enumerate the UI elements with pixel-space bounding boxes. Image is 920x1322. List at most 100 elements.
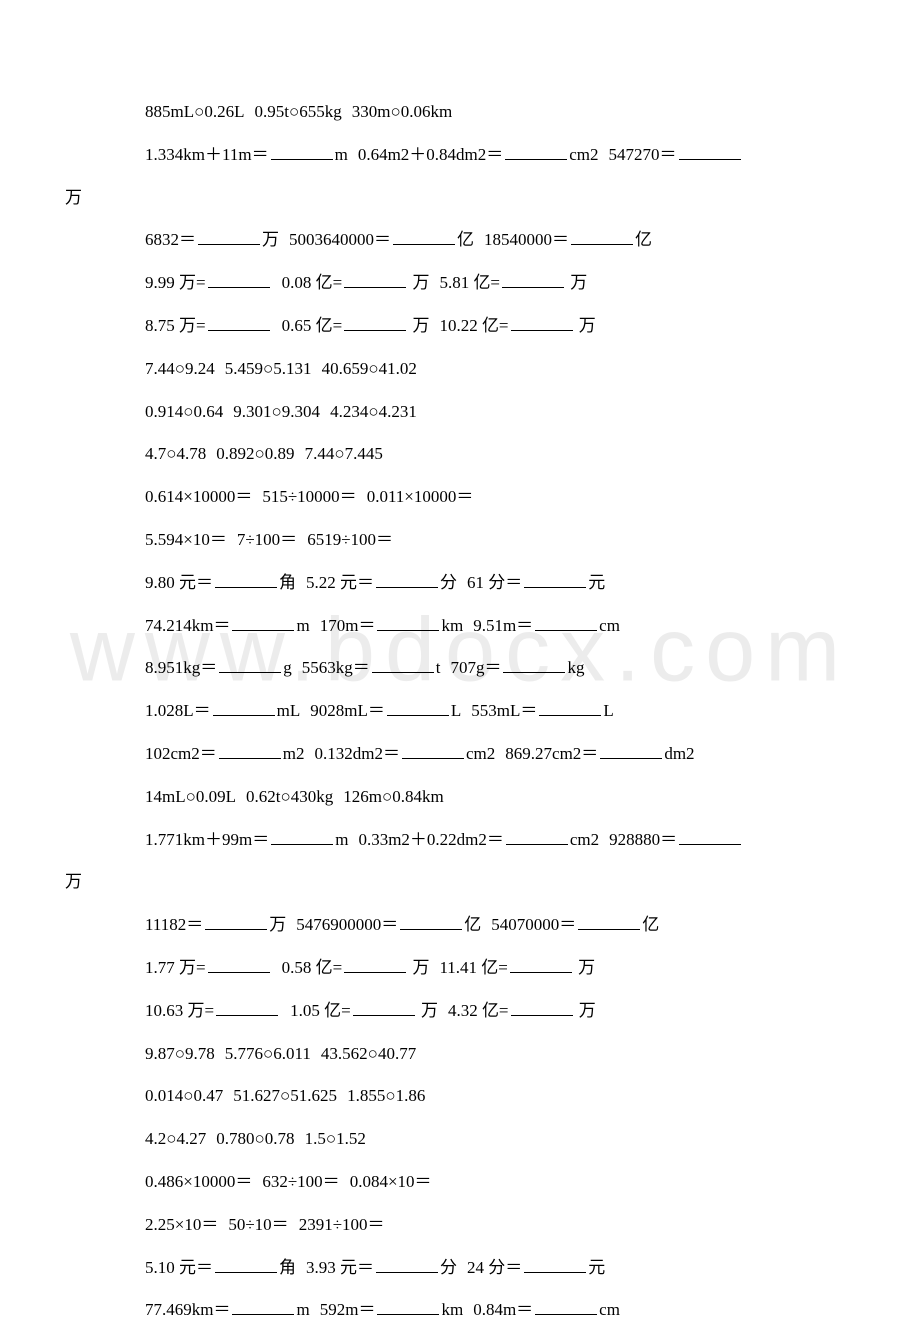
exercise-line: 5.594×10＝7÷100＝6519÷100＝ — [0, 528, 920, 552]
text-segment: 14mL○0.09L — [145, 787, 236, 806]
blank-field — [600, 742, 662, 759]
text-segment: 8.75 万= — [145, 316, 206, 335]
blank-field — [205, 913, 267, 930]
exercise-line: 2.25×10＝50÷10＝2391÷100＝ — [0, 1213, 920, 1237]
blank-field — [511, 999, 573, 1016]
text-segment: 0.64m2＋0.84dm2＝ — [358, 145, 503, 164]
text-segment: 54070000＝ — [491, 915, 576, 934]
blank-field — [535, 1298, 597, 1315]
text-segment: 50÷10＝ — [228, 1215, 288, 1234]
blank-field — [344, 956, 406, 973]
text-segment: cm2 — [466, 744, 495, 763]
text-segment: 万 — [262, 230, 279, 249]
text-segment: 0.914○0.64 — [145, 402, 223, 421]
text-segment: 0.58 亿= — [282, 958, 343, 977]
text-segment: 亿 — [642, 915, 659, 934]
blank-field — [271, 143, 333, 160]
text-segment: 5.594×10＝ — [145, 530, 227, 549]
blank-field — [376, 1256, 438, 1273]
blank-field — [213, 699, 275, 716]
blank-field — [344, 271, 406, 288]
text-segment: 77.469km＝ — [145, 1300, 230, 1319]
text-segment: 632÷100＝ — [262, 1172, 339, 1191]
blank-field — [502, 271, 564, 288]
text-segment: m — [335, 145, 348, 164]
text-segment: 5.22 元＝ — [306, 573, 374, 592]
exercise-line: 4.2○4.270.780○0.781.5○1.52 — [0, 1127, 920, 1151]
blank-field — [232, 614, 294, 631]
exercise-line: 9.87○9.785.776○6.01143.562○40.77 — [0, 1042, 920, 1066]
text-segment: 0.614×10000＝ — [145, 487, 252, 506]
exercise-line: 885mL○0.26L0.95t○655kg330m○0.06km — [0, 100, 920, 124]
blank-field — [232, 1298, 294, 1315]
text-segment: 5.81 亿= — [439, 273, 500, 292]
text-segment: 1.05 亿= — [290, 1001, 351, 1020]
blank-field — [524, 571, 586, 588]
text-segment: 9.87○9.78 — [145, 1044, 215, 1063]
text-segment: m — [335, 830, 348, 849]
exercise-line: 0.914○0.649.301○9.3044.234○4.231 — [0, 400, 920, 424]
exercise-line: 1.77 万=0.58 亿= 万11.41 亿= 万 — [0, 956, 920, 980]
text-segment: 0.014○0.47 — [145, 1086, 223, 1105]
text-segment: km — [441, 616, 463, 635]
exercise-line-wrap: 万 — [0, 870, 920, 894]
text-segment: 5476900000＝ — [296, 915, 398, 934]
blank-field — [506, 828, 568, 845]
text-segment: 102cm2＝ — [145, 744, 217, 763]
text-segment: 万 — [575, 316, 596, 335]
text-segment: 11182＝ — [145, 915, 203, 934]
text-segment: 0.65 亿= — [282, 316, 343, 335]
document-content: 885mL○0.26L0.95t○655kg330m○0.06km1.334km… — [0, 100, 920, 1322]
text-segment: 10.63 万= — [145, 1001, 214, 1020]
text-segment: 515÷10000＝ — [262, 487, 356, 506]
exercise-line: 4.7○4.780.892○0.897.44○7.445 — [0, 442, 920, 466]
text-segment: km — [441, 1300, 463, 1319]
text-segment: 8.951kg＝ — [145, 658, 217, 677]
blank-field — [271, 828, 333, 845]
text-segment: 角 — [279, 573, 296, 592]
text-segment: 7÷100＝ — [237, 530, 297, 549]
text-segment: 4.2○4.27 — [145, 1129, 206, 1148]
text-segment: 亿 — [457, 230, 474, 249]
text-segment: 2391÷100＝ — [299, 1215, 385, 1234]
text-segment: 74.214km＝ — [145, 616, 230, 635]
blank-field — [679, 143, 741, 160]
text-segment: 0.33m2＋0.22dm2＝ — [358, 830, 503, 849]
text-segment: 万 — [269, 915, 286, 934]
blank-field — [679, 828, 741, 845]
text-segment: cm — [599, 1300, 620, 1319]
text-segment: m2 — [283, 744, 305, 763]
text-segment: L — [451, 701, 461, 720]
exercise-line: 11182＝万5476900000＝亿54070000＝亿 — [0, 913, 920, 937]
text-segment: 61 分＝ — [467, 573, 522, 592]
blank-field — [215, 571, 277, 588]
text-segment: 角 — [279, 1258, 296, 1277]
exercise-line: 0.614×10000＝515÷10000＝0.011×10000＝ — [0, 485, 920, 509]
text-segment: 547270＝ — [609, 145, 677, 164]
text-segment: 592m＝ — [320, 1300, 376, 1319]
text-segment: 亿 — [635, 230, 652, 249]
text-segment: 0.62t○430kg — [246, 787, 333, 806]
text-segment: 5.10 元＝ — [145, 1258, 213, 1277]
blank-field — [208, 956, 270, 973]
text-segment: 5.776○6.011 — [225, 1044, 311, 1063]
text-segment: 万 — [566, 273, 587, 292]
exercise-line: 0.486×10000＝632÷100＝0.084×10＝ — [0, 1170, 920, 1194]
text-segment: 0.084×10＝ — [350, 1172, 432, 1191]
exercise-line: 0.014○0.4751.627○51.6251.855○1.86 — [0, 1084, 920, 1108]
text-segment: 0.08 亿= — [282, 273, 343, 292]
text-segment: g — [283, 658, 292, 677]
text-segment: 1.028L＝ — [145, 701, 211, 720]
text-segment: 7.44○9.24 — [145, 359, 215, 378]
exercise-line: 1.334km＋11m＝m0.64m2＋0.84dm2＝cm2547270＝ — [0, 143, 920, 167]
text-segment: 0.780○0.78 — [216, 1129, 294, 1148]
exercise-line-wrap: 万 — [0, 186, 920, 210]
blank-field — [353, 999, 415, 1016]
blank-field — [376, 571, 438, 588]
text-segment: 553mL＝ — [471, 701, 537, 720]
text-segment: 51.627○51.625 — [233, 1086, 337, 1105]
blank-field — [503, 656, 565, 673]
exercise-line: 1.028L＝mL9028mL＝L553mL＝L — [0, 699, 920, 723]
text-segment: 7.44○7.445 — [305, 444, 383, 463]
text-segment: 万 — [574, 958, 595, 977]
